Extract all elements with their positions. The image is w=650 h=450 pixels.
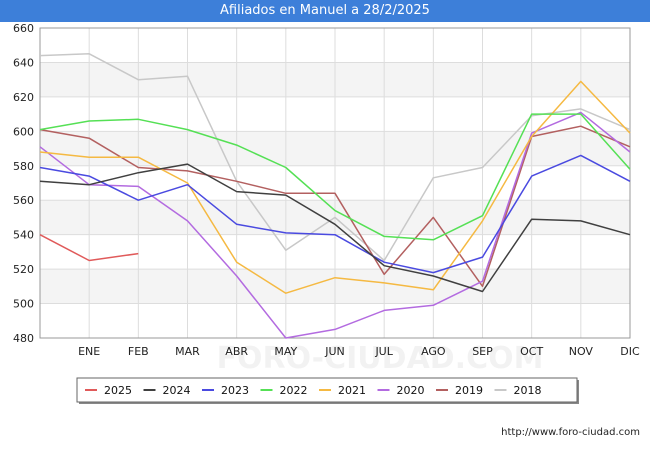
series-line-2021	[39, 80, 631, 294]
x-tick-label: OCT	[520, 345, 543, 358]
y-tick-label: 560	[13, 194, 34, 207]
x-tick-label: FEB	[128, 345, 149, 358]
attribution-link[interactable]: http://www.foro-ciudad.com	[501, 427, 640, 438]
legend-label-2019: 2019	[455, 384, 483, 397]
x-tick-label: SEP	[472, 345, 493, 358]
legend-label-2022: 2022	[280, 384, 308, 397]
y-tick-label: 620	[13, 91, 34, 104]
y-tick-label: 600	[13, 125, 34, 138]
y-tick-label: 540	[13, 229, 34, 242]
y-tick-label: 480	[13, 332, 34, 345]
y-tick-label: 660	[13, 22, 34, 35]
x-tick-label: NOV	[569, 345, 594, 358]
watermark: FORO-CIUDAD.COM	[217, 341, 544, 376]
legend-label-2020: 2020	[397, 384, 425, 397]
series-line-2025	[39, 234, 139, 262]
x-tick-label: DIC	[620, 345, 640, 358]
legend-label-2021: 2021	[338, 384, 366, 397]
x-tick-label: AGO	[421, 345, 446, 358]
x-tick-label: ABR	[225, 345, 248, 358]
y-tick-label: 500	[13, 298, 34, 311]
y-tick-label: 520	[13, 263, 34, 276]
legend-label-2023: 2023	[221, 384, 249, 397]
y-tick-label: 580	[13, 160, 34, 173]
legend-label-2018: 2018	[514, 384, 542, 397]
x-tick-label: JUL	[374, 345, 393, 358]
series-line-2022	[39, 113, 631, 241]
x-tick-label: MAR	[175, 345, 200, 358]
plot-border	[39, 27, 631, 339]
series-line-2024	[39, 163, 631, 293]
chart-title: Afiliados en Manuel a 28/2/2025	[0, 0, 650, 22]
series-line-2020	[39, 111, 631, 339]
x-tick-label: ENE	[78, 345, 100, 358]
y-tick-label: 640	[13, 56, 34, 69]
x-tick-label: JUN	[324, 345, 345, 358]
x-tick-label: MAY	[274, 345, 297, 358]
legend-label-2025: 2025	[104, 384, 132, 397]
legend-label-2024: 2024	[163, 384, 191, 397]
series-line-2023	[39, 154, 631, 274]
